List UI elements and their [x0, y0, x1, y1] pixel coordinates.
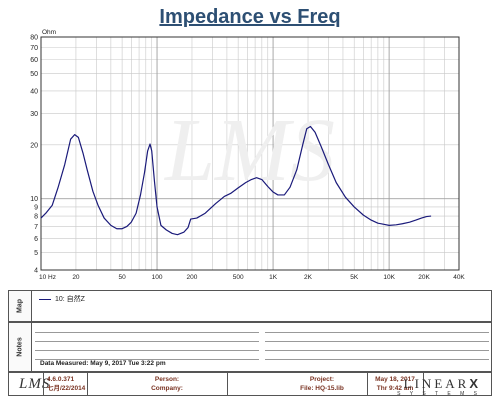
map-side-label: Map [16, 299, 24, 313]
timestamp: May 18, 2017 Thr 9:42 am [367, 373, 423, 395]
notes-line [35, 350, 259, 351]
notes-line [265, 332, 489, 333]
data-measured-text: Data Measured: May 9, 2017 Tue 3:22 pm [40, 360, 166, 367]
impedance-curve [40, 125, 432, 236]
brand-x: X [469, 376, 481, 391]
y-tick-label: 6 [34, 236, 38, 243]
y-tick-label: 70 [30, 45, 38, 52]
footer-divider [423, 373, 424, 395]
footer-divider [87, 373, 88, 395]
x-tick-label: 10K [383, 274, 395, 281]
version-number: 4.6.0.371 [47, 376, 75, 383]
x-tick-label: 500 [233, 274, 244, 281]
x-tick-label: 100 [152, 274, 163, 281]
timestamp-time: Thr 9:42 am [376, 385, 414, 392]
x-tick-label: 200 [187, 274, 198, 281]
lms-logo: LMS [19, 376, 51, 392]
person-company: Person: Company: [127, 373, 207, 395]
footer-divider [367, 373, 368, 395]
map-side-tab: Map [9, 291, 32, 321]
map-panel: Map 10: 自然Z [8, 290, 492, 322]
x-tick-label: 40K [453, 274, 465, 281]
notes-line [265, 341, 489, 342]
linearx-logo: LINEARX [404, 376, 481, 392]
x-tick-label: 5K [350, 274, 359, 281]
timestamp-date: May 18, 2017 [375, 376, 415, 383]
legend-entry: 10: 自然Z [55, 296, 85, 303]
x-tick-label: 50 [118, 274, 126, 281]
y-tick-label: 7 [34, 224, 38, 231]
x-tick-label: 10 Hz [39, 274, 56, 281]
plot-frame [40, 36, 460, 271]
notes-line [265, 350, 489, 351]
y-tick-label: 10 [30, 196, 38, 203]
y-tick-label: 80 [30, 35, 38, 42]
x-tick-label: 20 [72, 274, 80, 281]
brand-subtitle: S Y S T E M S [397, 391, 481, 397]
chart-title: Impedance vs Freq [159, 6, 341, 28]
x-tick-label: 20K [418, 274, 430, 281]
notes-side-tab: Notes [9, 323, 32, 371]
y-tick-label: 8 [34, 214, 38, 221]
y-axis-label: Ohm [42, 29, 56, 36]
y-tick-label: 30 [30, 111, 38, 118]
version-date: 七月/22/2014 [47, 385, 86, 392]
x-tick-label: 2K [304, 274, 313, 281]
project-label: Project: [309, 376, 335, 383]
company-label: Company: [151, 385, 183, 392]
version-info: 4.6.0.371 七月/22/2014 [47, 373, 117, 395]
notes-side-label: Notes [16, 337, 24, 357]
notes-line [35, 332, 259, 333]
y-tick-label: 5 [34, 250, 38, 257]
y-tick-label: 50 [30, 71, 38, 78]
notes-line [35, 341, 259, 342]
notes-panel: Notes Data Measured: May 9, 2017 Tue 3:2… [8, 322, 492, 372]
impedance-chart: LMS 4 5 6 7 8 910 20 30 40 50 60 70 80 Ohm 10 Hz 20 50 100… [30, 29, 465, 281]
file-label: File: HQ-15.lib [300, 385, 344, 392]
y-tick-label: 60 [30, 57, 38, 64]
notes-line [35, 359, 259, 360]
y-tick-label: 4 [34, 268, 38, 275]
y-tick-label: 40 [30, 88, 38, 95]
footer-divider [227, 373, 228, 395]
notes-line [265, 359, 489, 360]
x-tick-label: 1K [269, 274, 278, 281]
project-file: Project: File: HQ-15.lib [267, 373, 377, 395]
y-tick-label: 20 [30, 142, 38, 149]
y-tick-label: 9 [34, 204, 38, 211]
footer-divider [43, 373, 44, 395]
footer-bar: LMS 4.6.0.371 七月/22/2014 Person: Company… [8, 372, 492, 397]
legend-swatch [39, 299, 51, 300]
watermark: LMS [163, 101, 335, 200]
person-label: Person: [154, 376, 180, 383]
brand-name: LINEAR [403, 376, 470, 391]
